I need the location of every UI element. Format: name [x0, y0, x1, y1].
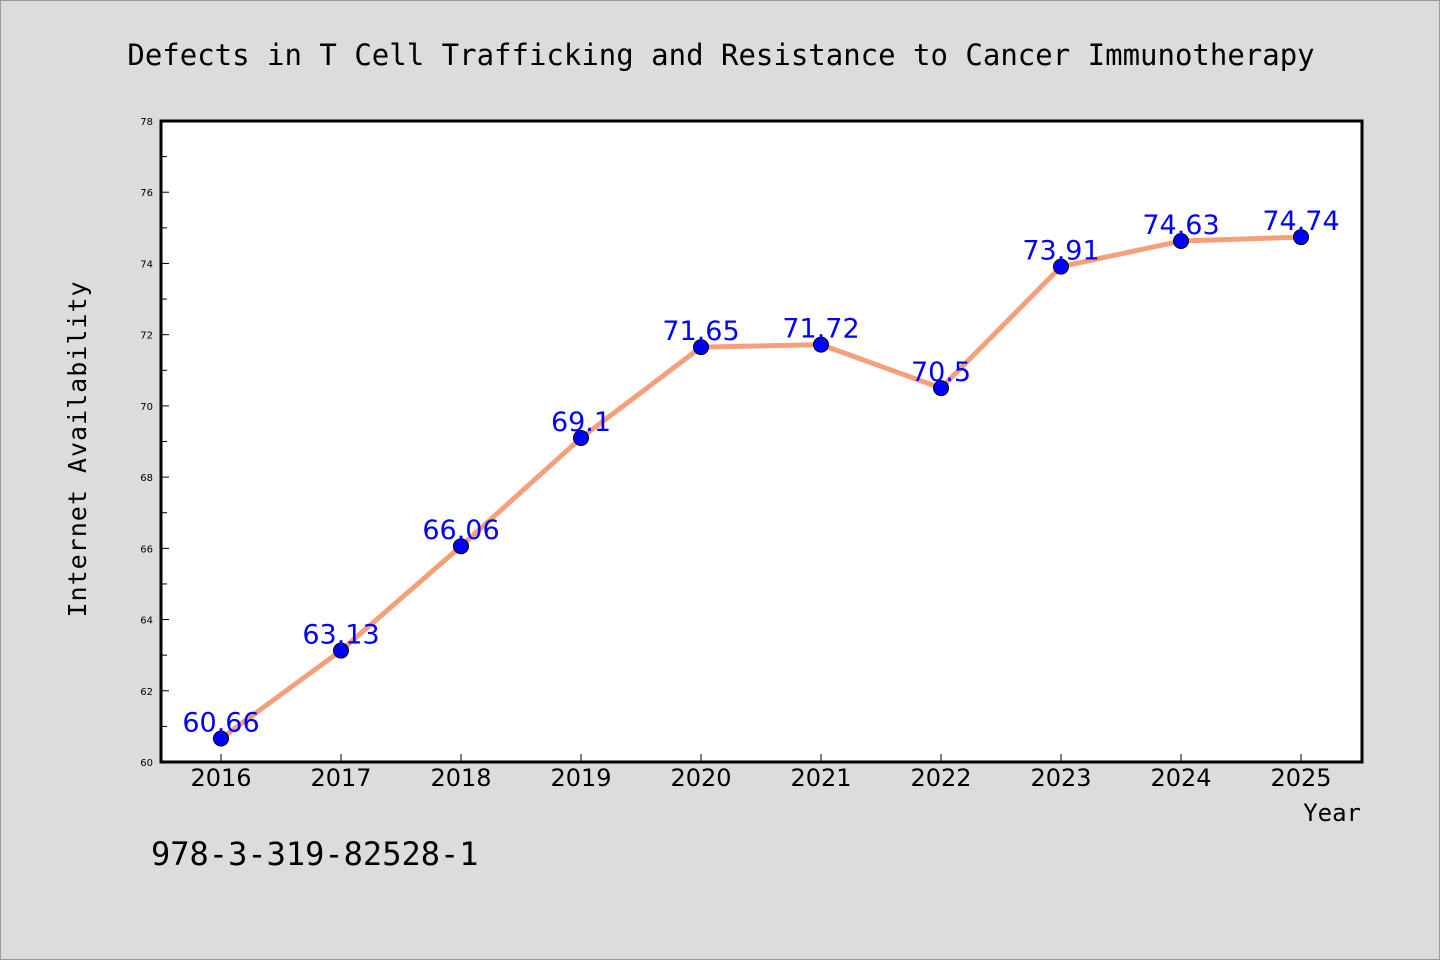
x-tick-label: 2016 — [190, 764, 251, 792]
y-axis-label: Internet Availability — [63, 280, 92, 617]
data-label: 73.91 — [1022, 236, 1099, 267]
y-tick-label: 64 — [140, 616, 153, 627]
x-tick-label: 2018 — [430, 764, 491, 792]
data-label: 74.74 — [1262, 206, 1339, 237]
chart-title: Defects in T Cell Trafficking and Resist… — [127, 38, 1314, 72]
x-tick-label: 2020 — [670, 764, 731, 792]
data-point — [693, 339, 709, 356]
y-tick-label: 60 — [140, 758, 153, 769]
data-point — [1053, 258, 1069, 275]
y-tick-label: 62 — [140, 687, 153, 698]
data-label: 60.66 — [182, 707, 259, 738]
data-label: 71.65 — [662, 316, 739, 347]
y-tick-label: 74 — [140, 259, 153, 270]
data-point — [813, 336, 829, 353]
data-point — [573, 429, 589, 446]
x-axis-ticks: 2016 2017 2018 2019 2020 2021 2022 2023 2024 2025 — [190, 754, 1332, 792]
data-label: 63.13 — [302, 620, 379, 651]
plot-area — [159, 119, 1364, 764]
data-label: 74.63 — [1142, 210, 1219, 241]
y-tick-label: 76 — [140, 188, 153, 199]
data-label: 66.06 — [422, 515, 499, 546]
x-tick-label: 2017 — [310, 764, 371, 792]
y-axis-ticks: 60 62 64 66 68 70 72 74 76 78 — [140, 117, 169, 769]
x-tick-label: 2022 — [910, 764, 971, 792]
x-tick-label: 2021 — [790, 764, 851, 792]
x-tick-label: 2025 — [1270, 764, 1331, 792]
y-tick-label: 78 — [140, 117, 153, 128]
y-tick-label: 72 — [140, 331, 153, 342]
x-tick-label: 2023 — [1030, 764, 1091, 792]
data-point — [213, 730, 229, 747]
data-point — [333, 642, 349, 659]
y-tick-label: 68 — [140, 473, 153, 484]
series-line — [218, 234, 1304, 741]
x-axis-label: Year — [1303, 799, 1361, 827]
data-label: 70.5 — [911, 357, 971, 388]
x-tick-label: 2024 — [1150, 764, 1211, 792]
series-layer: 60.66 63.13 66.06 69.1 71.65 71.72 70.5 73.91 74… — [182, 206, 1340, 747]
data-point — [1173, 233, 1189, 250]
data-label: 69.1 — [551, 407, 611, 438]
data-point — [1293, 229, 1309, 246]
y-tick-label: 66 — [140, 544, 153, 555]
isbn-text: 978-3-319-82528-1 — [151, 835, 479, 873]
data-label: 71.72 — [782, 314, 859, 345]
y-tick-label: 70 — [140, 402, 153, 413]
data-point — [453, 538, 469, 555]
x-tick-label: 2019 — [550, 764, 611, 792]
data-point — [933, 380, 949, 397]
